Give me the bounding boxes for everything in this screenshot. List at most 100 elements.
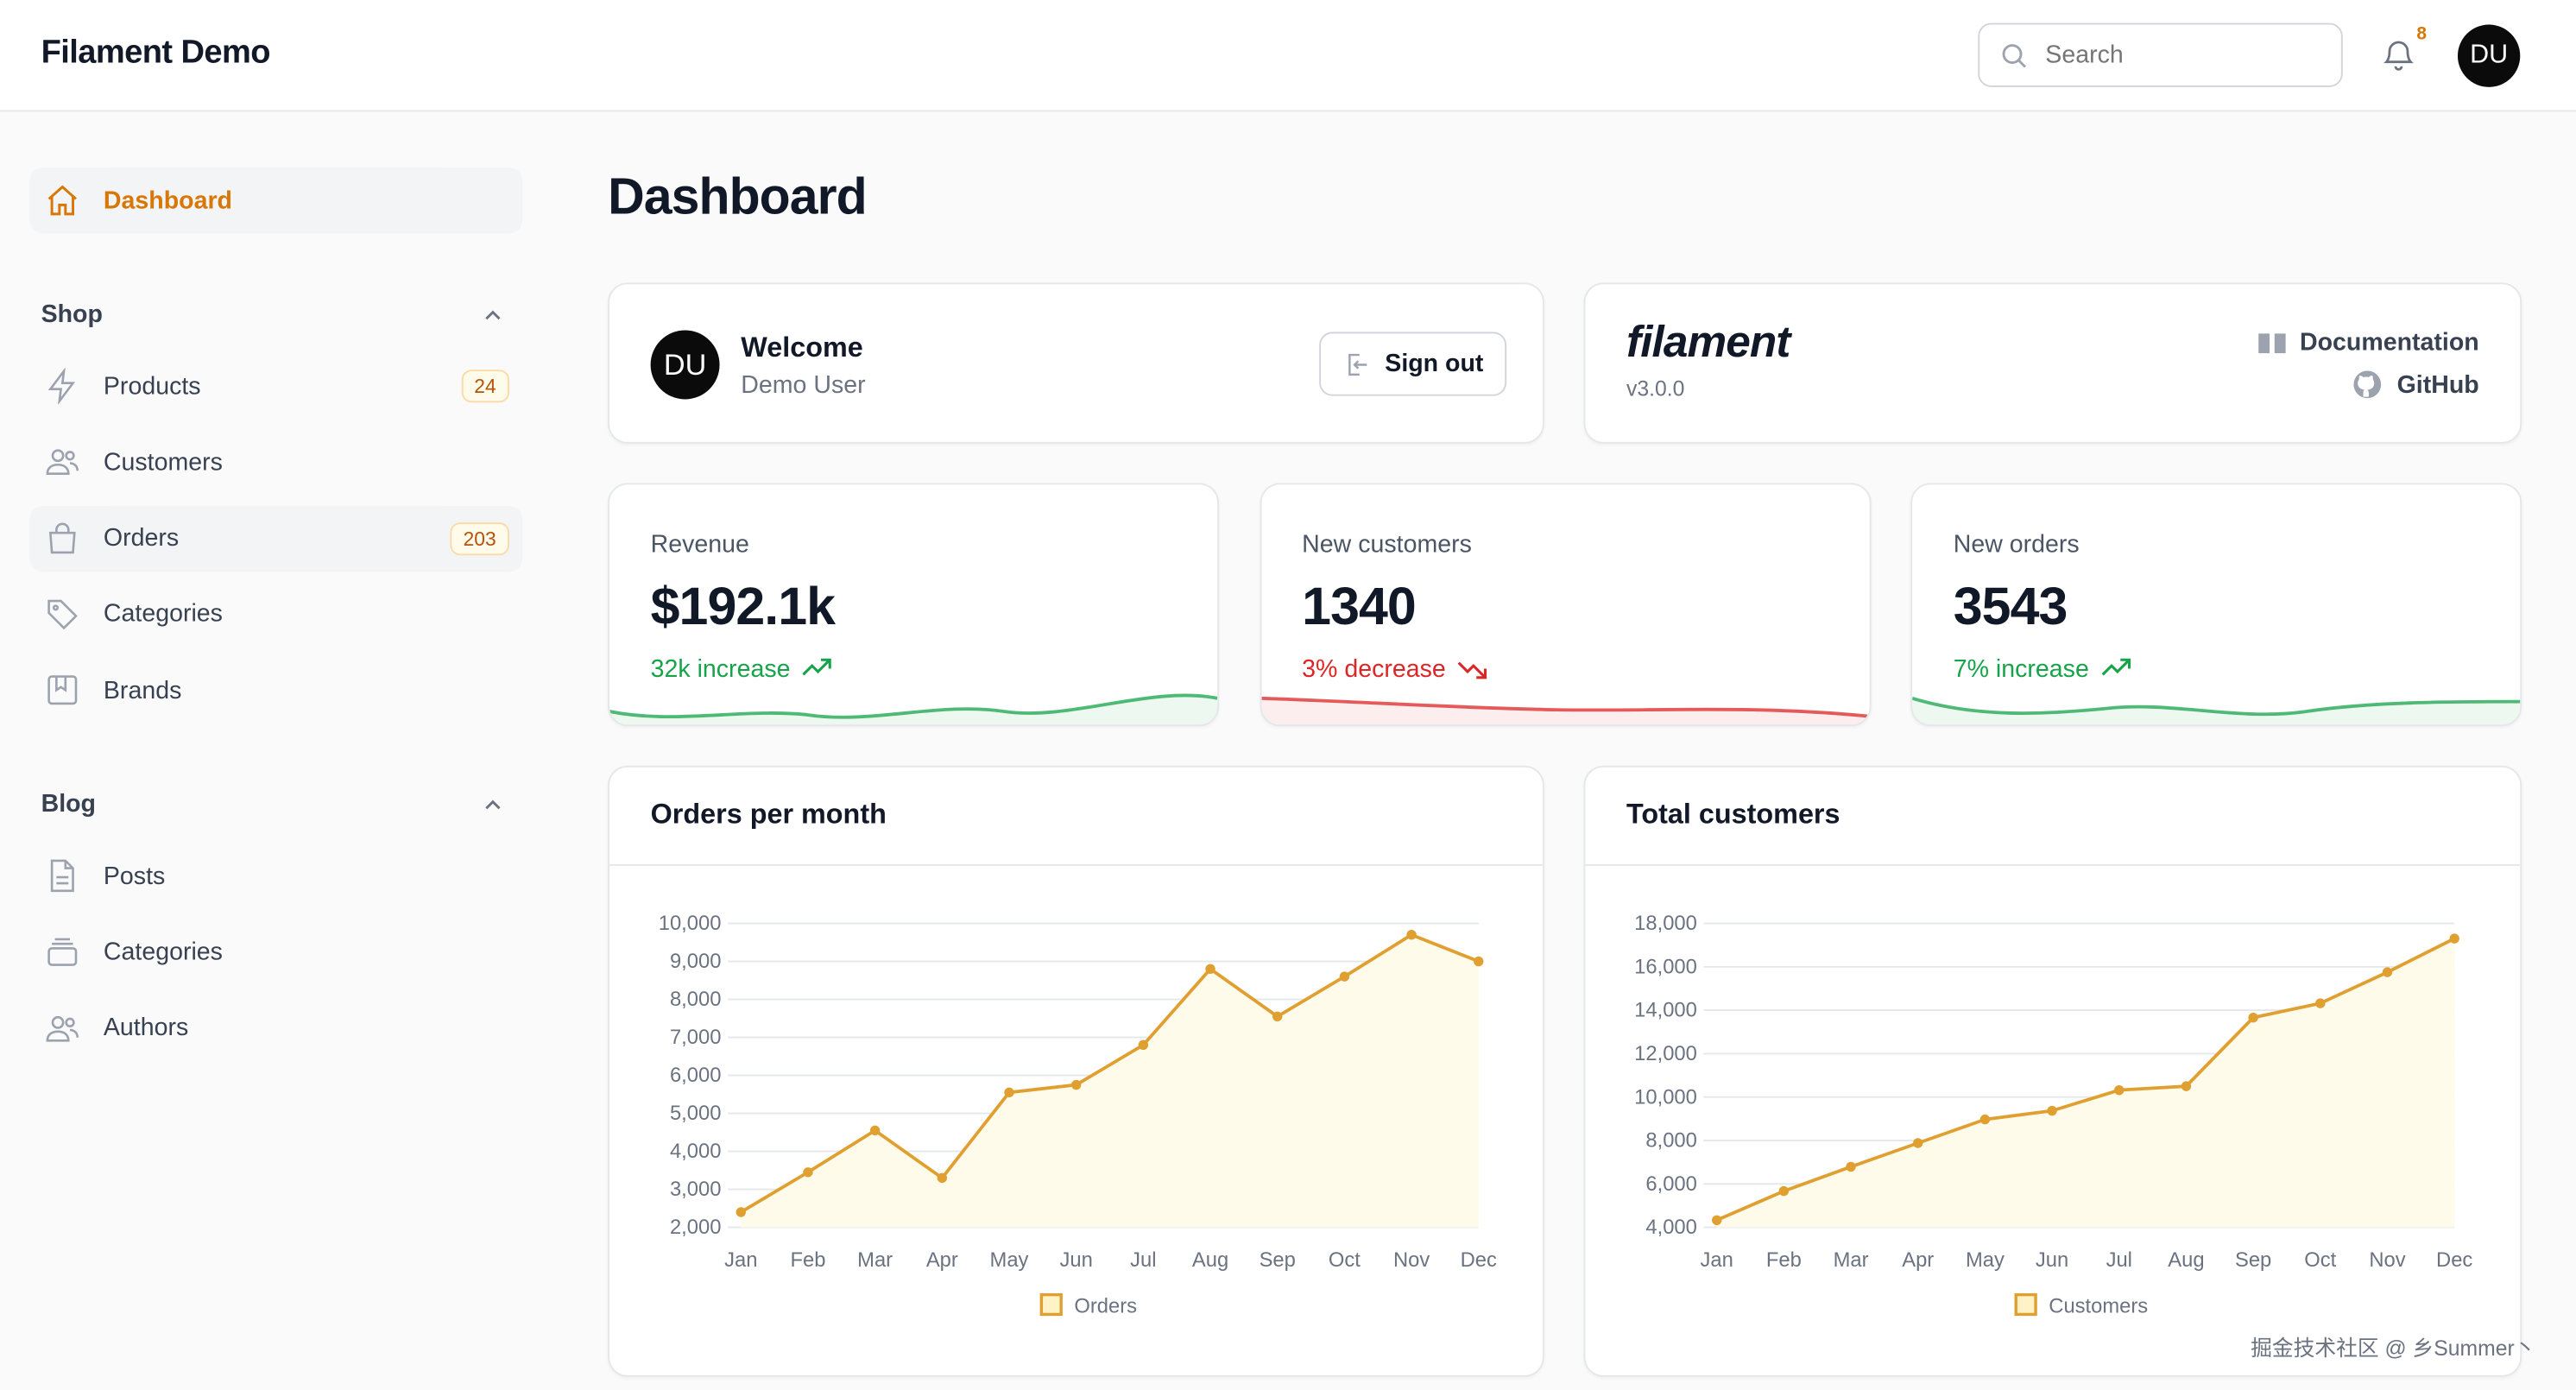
x-tick-label: Jul [2106, 1248, 2132, 1272]
page-title: Dashboard [608, 167, 868, 225]
trend-up-icon [2100, 658, 2131, 676]
stat-trend-label: 32k increase [650, 654, 791, 683]
orders-chart: 10,000 9,000 8,000 7,000 6,000 5,000 4,000 3,00… [659, 912, 1497, 1317]
chevron-up-icon[interactable] [483, 795, 502, 815]
y-tick-label: 10,000 [659, 912, 722, 935]
y-tick-label: 4,000 [670, 1140, 721, 1163]
y-tick-label: 6,000 [1645, 1172, 1696, 1196]
x-tick-label: Mar [857, 1248, 893, 1272]
data-point [937, 1172, 948, 1184]
y-tick-label: 4,000 [1645, 1216, 1696, 1239]
y-tick-label: 14,000 [1634, 999, 1697, 1022]
sidebar-item-label: Posts [103, 862, 166, 890]
data-point [1846, 1161, 1856, 1172]
x-tick-label: Aug [2168, 1248, 2204, 1272]
area-fill [741, 934, 1479, 1228]
data-point [1913, 1138, 1923, 1148]
search-box[interactable] [1978, 22, 2343, 87]
sidebar-item-label: Categories [103, 938, 223, 966]
x-tick-label: Apr [926, 1248, 958, 1272]
brand-logo[interactable]: Filament Demo [41, 34, 271, 71]
series-line [740, 932, 1480, 1214]
sidebar-item-customers[interactable]: Customers [29, 429, 522, 495]
y-tick-label: 9,000 [670, 950, 721, 973]
data-point [736, 1207, 746, 1217]
sidebar-item-label: Categories [103, 600, 223, 629]
stat-trend: 32k increase [651, 654, 833, 683]
home-icon [44, 182, 80, 218]
stat-label: New orders [1953, 530, 2080, 559]
user-avatar[interactable]: DU [2457, 24, 2521, 87]
x-tick-label: May [1966, 1248, 2005, 1272]
legend-label: Customers [2049, 1295, 2148, 1318]
stat-trend: 7% increase [1954, 654, 2132, 683]
x-tick-label: Dec [1461, 1248, 1497, 1272]
stat-trend: 3% decrease [1302, 654, 1488, 683]
data-point [803, 1167, 813, 1178]
book-open-icon [2257, 332, 2286, 353]
sidebar-item-categories[interactable]: Categories [29, 919, 522, 984]
search-input[interactable] [2045, 41, 2308, 69]
data-point [2449, 933, 2459, 944]
count-badge: 203 [450, 521, 509, 555]
y-tick-label: 8,000 [670, 988, 721, 1011]
notification-count: 8 [2416, 24, 2428, 45]
sidebar-item-posts[interactable]: Posts [29, 843, 522, 908]
sparkline [1260, 696, 1869, 725]
legend-swatch [1039, 1292, 1063, 1317]
customers-chart-card: Total customers 18,000 16,000 14,000 12,000… [1583, 765, 2522, 1377]
trend-up-icon [802, 658, 831, 676]
sparkline [609, 693, 1218, 725]
data-point [2181, 1081, 2192, 1091]
trend-down-icon [1457, 661, 1487, 679]
x-tick-label: Dec [2436, 1248, 2472, 1272]
data-point [2382, 967, 2393, 977]
data-point [869, 1125, 881, 1136]
stat-trend-label: 7% increase [1953, 654, 2089, 683]
sidebar-item-orders[interactable]: Orders 203 [29, 505, 523, 572]
group-shop: Shop [41, 300, 103, 329]
data-point [1406, 930, 1417, 940]
users-icon [44, 444, 80, 480]
x-tick-label: Sep [1260, 1248, 1296, 1272]
bolt-icon [44, 368, 80, 405]
x-tick-label: Jan [1701, 1248, 1733, 1272]
sidebar-item-label: Products [103, 372, 201, 401]
sidebar-item-label: Orders [103, 524, 180, 553]
chevron-up-icon[interactable] [483, 306, 502, 325]
watermark: 掘金技术社区 @ 乡Summer丶 [2251, 1336, 2536, 1361]
avatar: DU [650, 330, 720, 400]
sidebar-item-categories[interactable]: Categories [29, 581, 522, 647]
sign-out-button[interactable]: Sign out [1319, 332, 1507, 396]
y-tick-label: 5,000 [670, 1102, 721, 1125]
github-link[interactable]: GitHub [2351, 368, 2479, 401]
user-name: Demo User [741, 371, 866, 400]
sidebar-item-brands[interactable]: Brands [29, 658, 522, 723]
bell-icon[interactable] [2381, 36, 2417, 76]
logout-icon [1348, 352, 1367, 376]
sidebar-item-products[interactable]: Products 24 [29, 353, 522, 419]
sidebar-item-dashboard[interactable]: Dashboard [29, 167, 523, 234]
stat-card-revenue: Revenue $192.1k 32k increase [608, 483, 1220, 727]
y-tick-label: 7,000 [670, 1026, 721, 1049]
stat-label: Revenue [650, 530, 749, 559]
x-tick-label: Jun [2036, 1248, 2068, 1272]
data-point [1205, 964, 1215, 975]
sidebar-item-label: Authors [103, 1014, 189, 1042]
y-tick-label: 16,000 [1634, 955, 1697, 978]
x-tick-label: Feb [790, 1248, 825, 1272]
welcome-card: DU Welcome Demo User Sign out [608, 282, 1544, 444]
data-point [2114, 1084, 2125, 1096]
data-point [1474, 956, 1484, 967]
x-tick-label: Feb [1766, 1248, 1802, 1272]
stat-value: 1340 [1302, 576, 1417, 636]
rectangle-stack-icon [44, 934, 80, 970]
documentation-link[interactable]: Documentation [2257, 329, 2479, 357]
customers-chart: 18,000 16,000 14,000 12,000 10,000 8,000 6,000… [1634, 912, 2472, 1318]
x-tick-label: Oct [1329, 1248, 1361, 1272]
stat-card-new-customers: New customers 1340 3% decrease [1259, 483, 1871, 727]
data-point [1138, 1039, 1149, 1051]
sidebar-item-authors[interactable]: Authors [29, 995, 522, 1060]
x-tick-label: Nov [1393, 1248, 1430, 1272]
data-point [2315, 998, 2326, 1008]
